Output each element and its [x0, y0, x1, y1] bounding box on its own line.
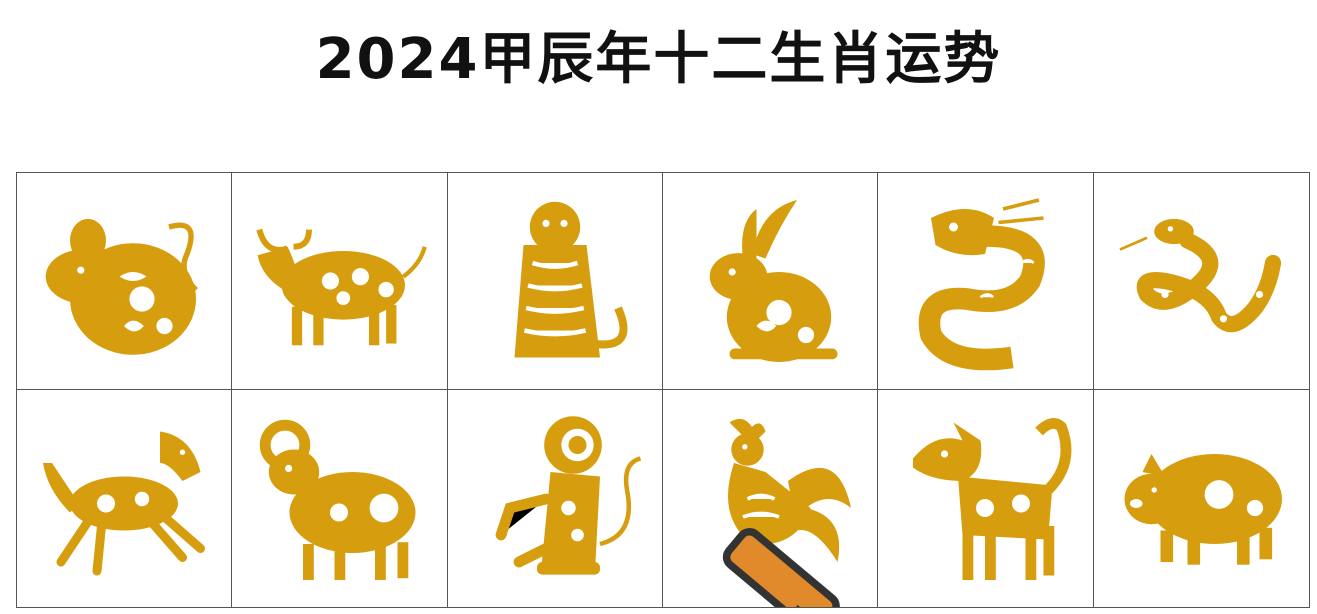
- zodiac-cell-ox: [232, 173, 448, 390]
- zodiac-cell-snake: [1093, 173, 1309, 390]
- zodiac-cell-pig: [1094, 390, 1309, 607]
- rat-papercut-icon: [45, 218, 199, 355]
- zodiac-cell-dragon: [878, 173, 1094, 390]
- monkey-papercut-icon: [495, 415, 642, 575]
- ox-papercut-icon: [256, 228, 428, 346]
- dog-papercut-icon: [913, 417, 1072, 580]
- zodiac-cell-goat: [232, 390, 448, 607]
- zodiac-cell-rat: [17, 173, 233, 390]
- zodiac-cell-tiger: [447, 173, 663, 390]
- zodiac-cell-monkey: [448, 390, 663, 607]
- pig-papercut-icon: [1124, 453, 1283, 565]
- horse-papercut-icon: [43, 431, 206, 575]
- rabbit-papercut-icon: [709, 200, 838, 362]
- zodiac-cell-rabbit: [662, 173, 879, 390]
- snake-papercut-icon: [1119, 218, 1282, 333]
- dragon-papercut-icon: [919, 198, 1046, 371]
- pencil-icon[interactable]: [699, 498, 878, 607]
- zodiac-cell-horse: [17, 390, 233, 607]
- zodiac-cell-rooster: [663, 390, 879, 607]
- goat-papercut-icon: [260, 419, 416, 580]
- zodiac-grid: [16, 172, 1310, 608]
- page-title: 2024甲辰年十二生肖运势: [315, 27, 1002, 92]
- rooster-papercut-icon: [728, 418, 852, 576]
- zodiac-cell-dog: [878, 390, 1094, 607]
- tiger-papercut-icon: [514, 201, 628, 358]
